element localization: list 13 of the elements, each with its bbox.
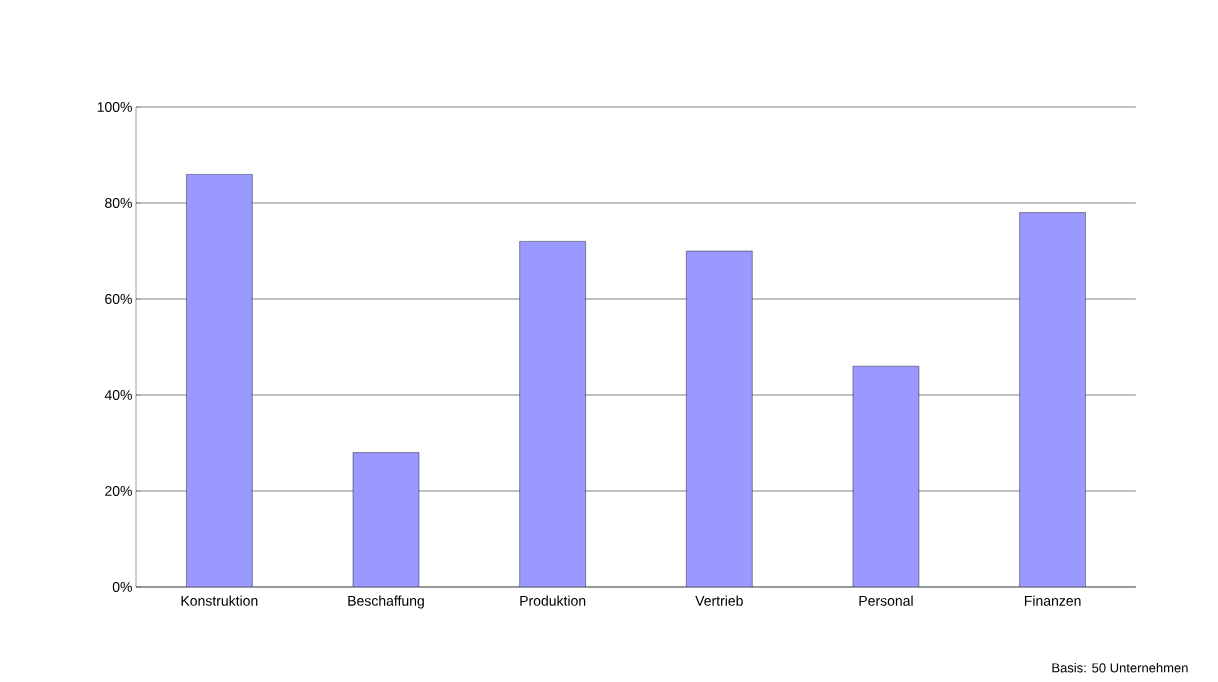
y-tick-label: 20% [105,486,132,496]
y-tick-label: 40% [104,390,132,400]
y-tick-label: 100% [97,102,132,112]
y-tick-label: 80% [105,198,132,208]
y-tick-label: 0% [112,582,132,592]
x-tick-label: Produktion [520,595,586,606]
x-tick-label: Finanzen [1024,595,1081,606]
text: Basis: 50 Unternehmen [1052,662,1188,673]
x-tick-label: Konstruktion [181,595,258,606]
x-tick-label: Beschaffung [348,595,424,609]
x-tick-label: Personal [859,595,913,606]
y-tick-label: 60% [105,294,132,304]
x-tick-label: Vertrieb [695,595,743,606]
